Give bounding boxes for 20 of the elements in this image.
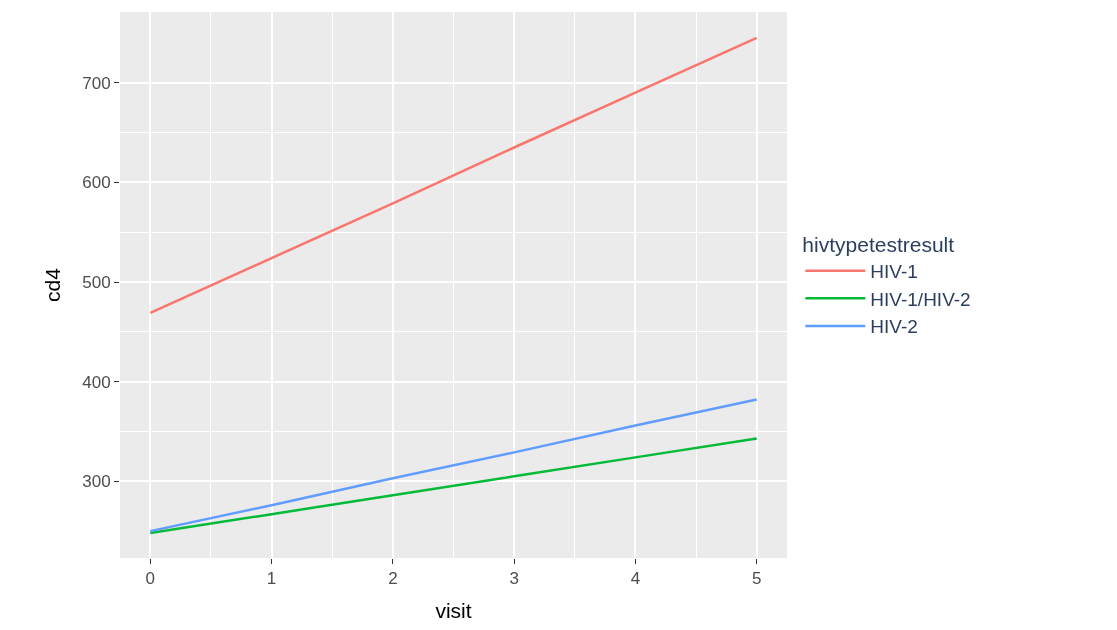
legend-label: HIV-2 <box>870 316 918 338</box>
y-tick-label: 500 <box>82 272 111 292</box>
legend-label: HIV-1 <box>870 261 918 283</box>
x-tick-label: 5 <box>751 569 762 589</box>
y-tick-label: 300 <box>82 472 111 492</box>
x-tick-label: 3 <box>509 569 519 589</box>
y-tick-label: 600 <box>82 173 111 193</box>
line-series <box>149 398 758 533</box>
line-series <box>149 437 758 535</box>
x-tick-label: 1 <box>266 569 277 589</box>
y-axis-title: cd4 <box>41 267 65 302</box>
y-tick-label: 700 <box>82 73 111 93</box>
x-axis-title: visit <box>435 598 472 622</box>
x-tick-label: 4 <box>630 569 641 589</box>
y-tick-label: 400 <box>82 372 111 392</box>
legend-title: hivtypetestresult <box>802 232 955 256</box>
line-series <box>149 36 758 315</box>
x-tick-label: 0 <box>145 569 156 589</box>
legend-label: HIV-1/HIV-2 <box>870 288 971 310</box>
x-tick-label: 2 <box>388 569 398 589</box>
